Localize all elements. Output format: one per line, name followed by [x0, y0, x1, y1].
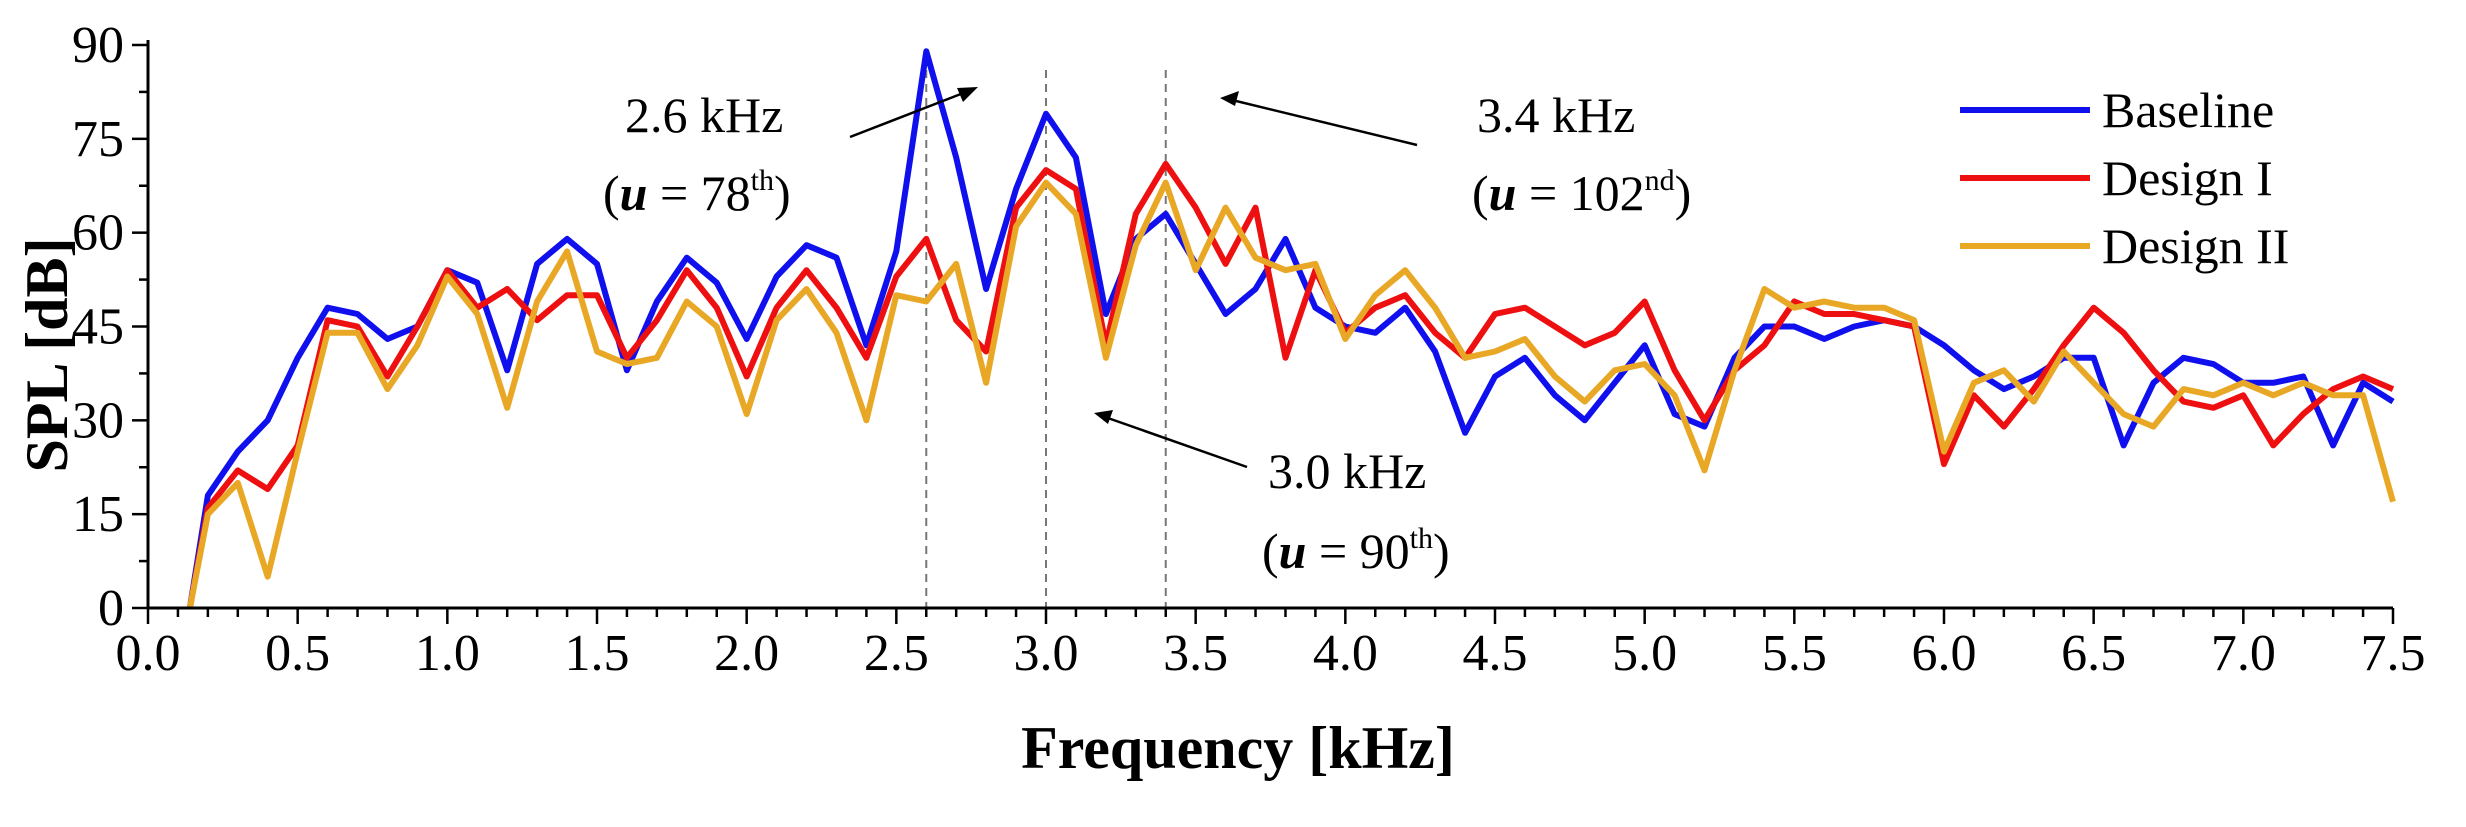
- y-tick-label: 0: [98, 580, 124, 637]
- x-tick-label: 5.5: [1762, 625, 1827, 682]
- legend-label-design-ii: Design II: [2102, 218, 2289, 274]
- arrow-2.6: [849, 87, 978, 139]
- x-tick-label: 7.0: [2211, 625, 2276, 682]
- legend: Baseline Design I Design II: [1960, 82, 2289, 274]
- x-tick-label: 0.0: [116, 625, 181, 682]
- y-tick-label: 75: [72, 111, 124, 168]
- x-tick-label: 0.5: [265, 625, 330, 682]
- y-tick-label: 30: [72, 392, 124, 449]
- x-tick-label: 2.0: [714, 625, 779, 682]
- series-lines: [186, 48, 2396, 609]
- arrow-3.4: [1220, 91, 1418, 147]
- annotation-freq-3.4: 3.4 kHz: [1477, 87, 1635, 143]
- annotation-u-3.0: (u = 90th): [1262, 522, 1450, 579]
- y-tick-label: 90: [72, 17, 124, 74]
- legend-label-baseline: Baseline: [2102, 82, 2274, 138]
- x-tick-label: 2.5: [864, 625, 929, 682]
- annotation-freq-2.6: 2.6 kHz: [625, 87, 783, 143]
- annotation-u-3.4: (u = 102nd): [1472, 164, 1691, 221]
- x-axis-title: Frequency [kHz]: [1021, 715, 1455, 781]
- series-line-design-ii: [186, 179, 2396, 609]
- y-axis-title: SPL [dB]: [14, 237, 80, 472]
- y-tick-label: 15: [72, 486, 124, 543]
- x-tick-label: 7.5: [2361, 625, 2426, 682]
- y-tick-label: 60: [72, 205, 124, 262]
- arrow-3.0: [1094, 410, 1248, 469]
- x-tick-label: 4.5: [1463, 625, 1528, 682]
- x-tick-label: 3.0: [1014, 625, 1079, 682]
- x-tick-label: 1.0: [415, 625, 480, 682]
- series-line-baseline: [186, 48, 2395, 609]
- x-tick-label: 5.0: [1612, 625, 1677, 682]
- x-tick-label: 6.0: [1912, 625, 1977, 682]
- x-tick-label: 1.5: [565, 625, 630, 682]
- annotation-freq-3.0: 3.0 kHz: [1268, 443, 1426, 499]
- reference-lines: [925, 70, 1167, 608]
- legend-label-design-i: Design I: [2102, 150, 2273, 206]
- x-tick-label: 4.0: [1313, 625, 1378, 682]
- series-line-design-i: [186, 160, 2395, 609]
- annotations: 2.6 kHz (u = 78th) 3.4 kHz (u = 102nd) 3…: [603, 87, 1691, 579]
- y-tick-label: 45: [72, 299, 124, 356]
- annotation-u-2.6: (u = 78th): [603, 164, 791, 221]
- x-tick-label: 6.5: [2061, 625, 2126, 682]
- x-tick-label: 3.5: [1163, 625, 1228, 682]
- ticks: 0.0 0.5 1.0 1.5 2.0 2.5 3.0 3.5 4.0 4.5 5.0 5.5 6.0 6…: [72, 17, 2426, 682]
